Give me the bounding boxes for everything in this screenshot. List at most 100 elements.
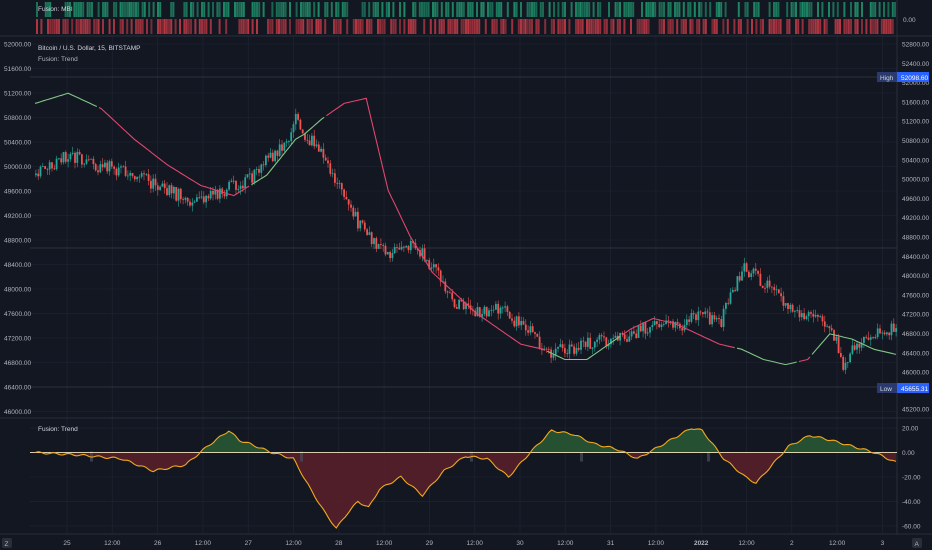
candle-body bbox=[773, 287, 776, 290]
candle-body bbox=[170, 185, 173, 194]
candle-down bbox=[791, 303, 794, 313]
candle-body bbox=[830, 328, 833, 331]
right-price-tick: 48800.00 bbox=[902, 235, 929, 242]
mbi-bullish-cell bbox=[44, 2, 47, 17]
candle-body bbox=[476, 307, 479, 317]
mbi-bullish-cell bbox=[583, 2, 586, 17]
auto-scale-badge[interactable]: A bbox=[912, 538, 922, 548]
oscillator-title[interactable]: Fusion: Trend bbox=[38, 426, 78, 433]
candle-up bbox=[741, 266, 743, 281]
candle-body bbox=[511, 318, 513, 321]
mbi-bearish-cell bbox=[168, 19, 170, 34]
candle-body bbox=[205, 195, 207, 203]
trend-indicator-title[interactable]: Fusion: Trend bbox=[38, 56, 78, 63]
candle-down bbox=[276, 149, 279, 161]
mbi-bullish-cell bbox=[304, 2, 307, 17]
candle-up bbox=[612, 334, 615, 345]
candle-up bbox=[559, 338, 562, 348]
mbi-bearish-cell bbox=[119, 19, 122, 34]
candle-down bbox=[734, 287, 736, 292]
candle-down bbox=[382, 243, 385, 252]
candle-body bbox=[271, 152, 274, 162]
candle-up bbox=[140, 171, 143, 179]
candle-up bbox=[69, 151, 72, 162]
candle-up bbox=[230, 178, 233, 183]
mbi-bullish-cell bbox=[575, 2, 577, 17]
candle-body bbox=[676, 321, 679, 324]
mbi-bullish-cell bbox=[817, 2, 819, 17]
mbi-bullish-cell bbox=[135, 2, 137, 17]
mbi-bullish-cell bbox=[630, 2, 632, 17]
time-axis-label: 27 bbox=[245, 540, 253, 547]
candle-body bbox=[515, 316, 518, 327]
candle-up bbox=[294, 108, 297, 131]
left-price-axis: 52000.00 51600.00 51200.00 50800.00 50400.00… bbox=[4, 42, 31, 417]
candle-down bbox=[527, 325, 529, 336]
candle-up bbox=[800, 310, 803, 321]
mbi-bearish-cell bbox=[715, 19, 718, 34]
mbi-bullish-cell bbox=[212, 2, 214, 17]
mbi-bearish-cell bbox=[588, 19, 591, 34]
mbi-bullish-cell bbox=[207, 2, 210, 17]
mbi-bearish-cell bbox=[636, 19, 639, 34]
candle-body bbox=[124, 166, 127, 176]
candle-body bbox=[398, 247, 401, 250]
mbi-bearish-cell bbox=[80, 19, 82, 34]
mbi-bearish-cell bbox=[808, 19, 811, 34]
mbi-bearish-cell bbox=[251, 19, 254, 34]
mbi-bearish-cell bbox=[190, 19, 192, 34]
candle-body bbox=[85, 159, 88, 164]
mbi-bearish-cell bbox=[174, 19, 177, 34]
time-axis-label: 30 bbox=[516, 540, 524, 547]
time-axis[interactable]: 25 12:00 26 12:00 27 12:00 28 12:00 29 12:00 30 12:… bbox=[63, 540, 884, 547]
candle-up bbox=[90, 158, 92, 160]
right-price-tick: 49600.00 bbox=[902, 196, 929, 203]
candle-down bbox=[143, 170, 145, 181]
mbi-bearish-cell bbox=[337, 19, 340, 34]
mbi-bearish-cell bbox=[520, 19, 522, 34]
left-price-tick: 51200.00 bbox=[4, 91, 31, 98]
mbi-bullish-cell bbox=[667, 2, 670, 17]
mbi-bearish-cell bbox=[478, 19, 481, 34]
candle-body bbox=[94, 164, 97, 171]
symbol-title[interactable]: Bitcoin / U.S. Dollar, 15, BITSTAMP bbox=[38, 45, 140, 52]
mbi-bearish-cell bbox=[352, 19, 355, 34]
mbi-bullish-cell bbox=[412, 2, 415, 17]
candle-up bbox=[649, 326, 651, 338]
mbi-bullish-cell bbox=[234, 2, 236, 17]
candle-body bbox=[851, 345, 854, 354]
mbi-bearish-cell bbox=[359, 19, 362, 34]
mbi-bearish-cell bbox=[64, 19, 67, 34]
candle-body bbox=[393, 247, 396, 254]
time-axis-label: 25 bbox=[63, 540, 71, 547]
mbi-bearish-cell bbox=[696, 19, 698, 34]
candle-down bbox=[600, 333, 603, 342]
oscillator-axis[interactable]: 20.00 0.00 -20.00 -40.00 -60.00 bbox=[902, 426, 921, 531]
candle-body bbox=[858, 343, 861, 348]
candle-body bbox=[37, 173, 40, 177]
candle-body bbox=[513, 320, 516, 327]
candle-up bbox=[796, 306, 799, 313]
candle-down bbox=[582, 336, 585, 348]
timezone-badge[interactable]: Z bbox=[2, 538, 12, 548]
candle-up bbox=[67, 153, 69, 168]
mbi-bearish-cell bbox=[537, 19, 540, 34]
right-price-axis[interactable]: 52800.00 52400.00 52000.00 51600.00 51200.00… bbox=[902, 42, 929, 414]
candle-body bbox=[630, 331, 633, 337]
candle-down bbox=[720, 315, 723, 328]
candle-body bbox=[396, 247, 398, 248]
mbi-bearish-cell bbox=[812, 19, 815, 34]
mbi-bearish-cell bbox=[561, 19, 564, 34]
candle-up bbox=[752, 267, 755, 277]
candle-body bbox=[685, 319, 688, 325]
candle-up bbox=[161, 180, 164, 187]
candle-up bbox=[432, 258, 435, 272]
mbi-bullish-cell bbox=[432, 2, 434, 17]
candle-down bbox=[380, 238, 382, 250]
candle-body bbox=[336, 182, 339, 184]
candle-up bbox=[557, 346, 559, 353]
candle-body bbox=[752, 268, 755, 274]
mbi-bearish-cell bbox=[854, 19, 857, 34]
mbi-bearish-cell bbox=[377, 19, 379, 34]
